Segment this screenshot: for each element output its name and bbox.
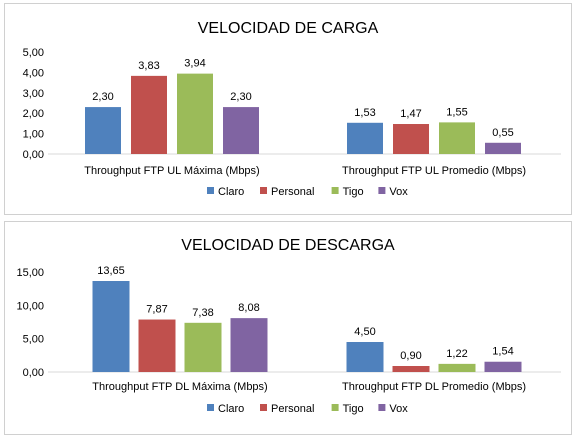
data-label: 3,94 [184,58,205,70]
data-label: 1,22 [446,348,467,360]
bar [347,122,383,154]
y-tick-label: 15,00 [16,267,44,279]
upload-speed-chart: VELOCIDAD DE CARGA 0,00 1,00 2,00 3,00 4,00 5… [4,3,572,215]
data-label: 0,55 [492,127,513,139]
data-label: 2,30 [92,91,113,103]
bar [223,107,259,154]
legend-swatch [378,187,386,194]
data-label: 4,50 [354,326,375,338]
category-label: Throughput FTP UL Promedio (Mbps) [342,165,526,177]
chart-title: VELOCIDAD DE CARGA [198,20,379,37]
bar [439,122,475,154]
bar [177,73,213,154]
bar [184,322,222,372]
data-label: 3,83 [138,60,159,72]
y-tick-label: 4,00 [23,67,44,79]
legend-label: Claro [218,403,244,415]
y-tick-label: 0,00 [23,367,44,379]
bar [393,124,429,154]
legend-swatch [331,187,339,194]
legend-label: Tigo [343,186,364,198]
legend-label: Claro [218,186,244,198]
y-tick-label: 0,00 [23,149,44,161]
data-label: 7,38 [192,307,213,319]
legend-swatch [207,404,214,411]
y-tick-label: 5,00 [23,334,44,346]
upload-speed-chart-svg: VELOCIDAD DE CARGA 0,00 1,00 2,00 3,00 4,00 5… [23,20,561,198]
data-label: 1,53 [354,107,375,119]
chart-title: VELOCIDAD DE DESCARGA [181,237,395,254]
data-label: 13,65 [97,265,125,277]
data-label: 8,08 [238,302,259,314]
bar [392,366,430,372]
bar [438,363,476,372]
y-tick-label: 2,00 [23,108,44,120]
data-label: 7,87 [146,304,167,316]
legend-swatch [260,404,267,411]
legend-swatch [260,187,267,194]
data-label: 1,54 [492,346,513,358]
category-label: Throughput FTP DL Máxima (Mbps) [92,381,267,393]
data-label: 0,90 [400,350,421,362]
bar [230,318,268,372]
bar [85,107,121,154]
data-label: 2,30 [230,91,251,103]
bar [131,75,167,154]
y-tick-label: 5,00 [23,47,44,59]
legend-label: Personal [271,403,314,415]
y-tick-label: 3,00 [23,88,44,100]
bar [484,361,522,372]
category-label: Throughput FTP DL Promedio (Mbps) [342,381,526,393]
category-label: Throughput FTP UL Máxima (Mbps) [84,165,259,177]
y-tick-label: 10,00 [16,300,44,312]
legend-label: Vox [389,186,408,198]
legend-label: Personal [271,186,314,198]
legend-swatch [207,187,214,194]
download-speed-chart: VELOCIDAD DE DESCARGA 0,00 5,00 10,00 15,00… [4,221,572,435]
legend-swatch [331,404,339,411]
legend-label: Tigo [343,403,364,415]
bar [92,281,130,372]
legend-label: Vox [389,403,408,415]
download-speed-chart-svg: VELOCIDAD DE DESCARGA 0,00 5,00 10,00 15,00… [16,237,561,415]
y-tick-label: 1,00 [23,129,44,141]
legend-swatch [378,404,386,411]
data-label: 1,47 [400,108,421,120]
bar [138,319,176,372]
bar [485,142,521,154]
data-label: 1,55 [446,106,467,118]
bar [346,342,384,372]
